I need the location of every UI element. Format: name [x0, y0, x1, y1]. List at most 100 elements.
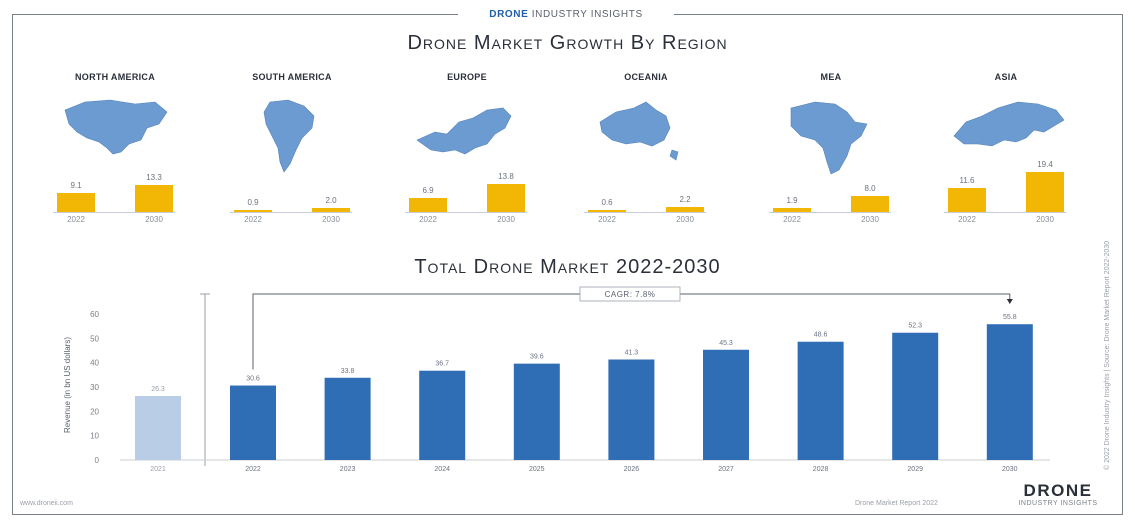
region-south-america: SOUTH AMERICA 0.9 2022 2.0 2030	[212, 70, 372, 230]
total-bar	[703, 349, 749, 460]
footer-right: Drone Market Report 2022	[855, 500, 938, 507]
x-tick-label: 2025	[529, 466, 545, 473]
logo-sub: INDUSTRY INSIGHTS	[1018, 500, 1098, 507]
total-bar-label: 45.3	[719, 340, 733, 347]
region-year-label: 2022	[244, 215, 262, 224]
cagr-box	[579, 286, 681, 302]
region-year-label: 2030	[676, 215, 694, 224]
south-america-map-icon	[263, 99, 315, 173]
base-year-bar	[135, 396, 181, 460]
y-tick-label: 40	[90, 359, 99, 368]
region-bar	[773, 208, 811, 212]
region-name: EUROPE	[447, 72, 487, 82]
region-bar-label: 0.9	[247, 198, 259, 207]
region-baseline	[53, 212, 175, 213]
y-tick-label: 50	[90, 334, 99, 343]
total-bar-label: 33.8	[341, 368, 355, 375]
region-bar-label: 6.9	[422, 185, 434, 195]
region-year-label: 2030	[861, 215, 879, 224]
region-bar-label: 9.1	[70, 181, 82, 191]
x-tick-label: 2027	[718, 466, 734, 473]
total-bar-label: 48.6	[814, 332, 828, 339]
region-bar	[135, 184, 173, 212]
region-name: MEA	[820, 72, 842, 82]
region-year-label: 2022	[598, 215, 616, 224]
region-baseline	[769, 212, 891, 213]
total-bar	[608, 359, 655, 460]
total-bar	[324, 377, 371, 460]
drone-logo: DRONE INDUSTRY INSIGHTS	[996, 481, 1120, 508]
region-year-label: 2022	[67, 215, 85, 224]
region-year-label: 2022	[783, 215, 801, 224]
y-tick-label: 10	[90, 432, 99, 441]
regions-chart-title: Drone Market Growth By Region	[407, 32, 728, 54]
region-mea: MEA 1.9 2022 8.0 2030	[751, 70, 911, 230]
total-bar	[797, 341, 844, 460]
region-name: SOUTH AMERICA	[252, 72, 332, 82]
region-oceania: OCEANIA 0.6 2022 2.2 2030	[566, 70, 726, 230]
total-bar-label: 55.8	[1003, 314, 1017, 321]
region-bar-label: 13.3	[146, 172, 162, 182]
region-asia: ASIA 11.6 2022 19.4 2030	[926, 70, 1086, 230]
region-year-label: 2030	[497, 215, 515, 224]
base-year-bar-label: 26.3	[151, 386, 165, 393]
region-bar	[666, 207, 704, 212]
y-tick-label: 0	[95, 456, 100, 465]
region-year-label: 2030	[1036, 215, 1054, 224]
y-tick-label: 30	[90, 383, 99, 392]
x-tick-label: 2022	[245, 466, 261, 473]
x-tick-label: 2030	[1002, 466, 1018, 473]
region-bar-label: 8.0	[864, 183, 876, 193]
x-tick-label: 2023	[340, 466, 356, 473]
region-baseline	[584, 212, 706, 213]
region-bar	[1026, 172, 1064, 212]
cagr-arrow-icon	[1006, 299, 1013, 304]
base-year-label: 2021	[150, 466, 166, 473]
total-chart-title: Total Drone Market 2022-2030	[414, 256, 721, 278]
region-bar	[409, 197, 447, 212]
north-america-map-icon	[64, 99, 168, 155]
region-year-label: 2030	[322, 215, 340, 224]
region-year-label: 2022	[958, 215, 976, 224]
total-bar-label: 39.6	[530, 354, 544, 361]
total-bar-label: 52.3	[908, 323, 922, 330]
region-bar	[234, 210, 272, 212]
brand-tag-bold: DRONE	[489, 9, 529, 20]
region-bar-label: 11.6	[959, 176, 975, 186]
region-baseline	[944, 212, 1066, 213]
total-bar-label: 41.3	[625, 350, 639, 357]
region-europe: EUROPE 6.9 2022 13.8 2030	[387, 70, 547, 230]
total-bar-label: 36.7	[435, 361, 449, 368]
africa-map-icon	[790, 101, 868, 175]
total-bar	[513, 363, 560, 460]
brand-tag: DRONE INDUSTRY INSIGHTS	[458, 6, 674, 24]
region-baseline	[230, 212, 352, 213]
x-tick-label: 2024	[434, 466, 450, 473]
y-axis-title: Revenue (in bn US dollars)	[63, 337, 72, 433]
region-bar-label: 1.9	[786, 196, 798, 206]
region-bar-label: 2.0	[325, 195, 337, 205]
region-baseline	[405, 212, 527, 213]
region-name: ASIA	[994, 72, 1018, 82]
y-tick-label: 20	[90, 407, 99, 416]
total-bar	[892, 332, 939, 460]
total-bar	[986, 324, 1033, 460]
cagr-label: CAGR: 7.8%	[605, 290, 656, 299]
oceania-map-icon	[599, 101, 679, 161]
region-bar	[851, 195, 889, 212]
region-bar-label: 2.2	[679, 195, 691, 205]
region-bar	[487, 183, 525, 212]
region-bar	[57, 193, 95, 212]
region-year-label: 2030	[145, 215, 163, 224]
logo-main: DRONE	[1023, 481, 1093, 500]
europe-map-icon	[416, 107, 512, 155]
side-note: © 2022 Drone Industry Insights | Source:…	[1104, 150, 1114, 470]
region-year-label: 2022	[419, 215, 437, 224]
total-bar	[230, 385, 276, 460]
side-note-text: © 2022 Drone Industry Insights | Source:…	[1104, 240, 1111, 470]
brand-tag-rest: INDUSTRY INSIGHTS	[531, 9, 643, 20]
footer-left: www.droneii.com	[20, 500, 73, 507]
total-bar-label: 30.6	[246, 376, 260, 383]
x-tick-label: 2028	[813, 466, 829, 473]
